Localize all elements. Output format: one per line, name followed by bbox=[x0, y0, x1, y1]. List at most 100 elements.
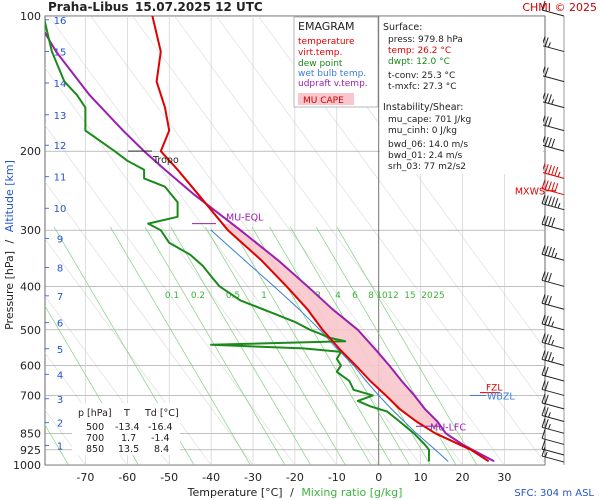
barb-feather bbox=[544, 37, 549, 47]
barb-half-feather bbox=[551, 339, 555, 346]
pressure-tick-label: 400 bbox=[20, 280, 41, 293]
table-header-t: T bbox=[123, 408, 130, 419]
table-row-850-td: 8.4 bbox=[154, 444, 169, 455]
series-point bbox=[277, 259, 279, 261]
dry-adiabat-line bbox=[45, 295, 170, 465]
barb-feather bbox=[544, 215, 549, 226]
mixing-ratio-line bbox=[110, 226, 251, 465]
barb-feather bbox=[547, 196, 552, 206]
pressure-tick-label: 500 bbox=[20, 324, 41, 337]
series-point bbox=[168, 130, 170, 132]
barb-feather bbox=[541, 350, 546, 360]
barb-feather bbox=[544, 195, 549, 205]
y-axis-title: Pressure [hPa] / Altitude [km] bbox=[3, 160, 16, 330]
xlabel-temperature: Temperature [°C] bbox=[187, 486, 283, 499]
series-point bbox=[294, 321, 296, 323]
mu-eql-label: MU-EQL bbox=[226, 213, 264, 224]
barb-feather bbox=[544, 381, 549, 391]
series-point bbox=[344, 340, 346, 342]
barb-feather bbox=[541, 418, 546, 428]
mixing-ratio-label: 6 bbox=[352, 291, 358, 301]
barb-feather bbox=[551, 247, 556, 258]
legend-box: EMAGRAM temperature virt.temp. dew point… bbox=[293, 16, 379, 108]
mixing-ratio-line bbox=[230, 226, 372, 465]
series-point bbox=[202, 265, 204, 267]
altitude-tick-label: 16 bbox=[54, 16, 67, 27]
wind-barb bbox=[541, 194, 565, 211]
barb-feather bbox=[547, 137, 552, 148]
barb-half-feather bbox=[551, 99, 555, 105]
barb-feather bbox=[547, 181, 552, 191]
barb-half-feather bbox=[544, 451, 548, 458]
series-point bbox=[143, 169, 145, 171]
pressure-tick-label: 925 bbox=[20, 444, 41, 457]
barb-feather bbox=[544, 315, 549, 325]
series-point bbox=[260, 259, 262, 261]
series-point bbox=[388, 364, 390, 366]
table-row-700-t: 1.7 bbox=[121, 433, 136, 444]
wind-barb bbox=[541, 333, 565, 349]
barb-half-feather bbox=[557, 202, 561, 209]
wind-barb bbox=[541, 439, 565, 456]
wind-barbs bbox=[541, 0, 565, 465]
altitude-tick-label: 11 bbox=[54, 173, 67, 184]
wind-barb bbox=[541, 136, 565, 152]
series-point bbox=[309, 329, 311, 331]
barb-feather bbox=[541, 333, 546, 343]
series-point bbox=[352, 364, 355, 366]
series-point bbox=[285, 285, 288, 287]
series-point bbox=[298, 308, 300, 310]
wind-barb bbox=[541, 215, 565, 231]
info-panel: Surface: press: 979.8 hPa temp: 26.2 °C … bbox=[380, 17, 543, 174]
series-point bbox=[424, 443, 426, 446]
mixing-ratio-label: 8 bbox=[368, 291, 374, 301]
temperature-tick-label: -70 bbox=[76, 471, 94, 484]
ylabel-sep: / bbox=[3, 239, 16, 243]
series-point bbox=[227, 229, 229, 231]
series-point bbox=[355, 364, 357, 366]
barb-half-feather bbox=[547, 412, 551, 418]
pressure-tick-label: 850 bbox=[20, 427, 41, 440]
barb-feather bbox=[544, 394, 549, 404]
wbzl-label: WBZL bbox=[487, 391, 515, 402]
mu-lfc-label: MU-LFC bbox=[430, 422, 466, 433]
series-point bbox=[51, 50, 53, 53]
barb-feather bbox=[547, 316, 552, 326]
dry-adiabat-line bbox=[45, 124, 296, 465]
series-point bbox=[273, 285, 275, 287]
info-mucinh: mu_cinh: 0 J/kg bbox=[388, 126, 457, 136]
series-point bbox=[436, 420, 438, 423]
altitude-tick-label: 5 bbox=[57, 345, 63, 356]
series-point bbox=[352, 389, 355, 391]
series-point bbox=[470, 449, 472, 451]
altitude-tick-label: 7 bbox=[57, 292, 63, 303]
mixing-ratio-line bbox=[205, 226, 346, 465]
series-point bbox=[210, 344, 212, 346]
series-point bbox=[369, 405, 371, 407]
altitude-tick-label: 4 bbox=[57, 370, 63, 381]
barb-feather bbox=[544, 351, 549, 361]
series-point bbox=[273, 312, 275, 315]
wind-barb bbox=[541, 429, 565, 445]
barb-feather bbox=[541, 393, 546, 404]
barb-feather bbox=[547, 272, 552, 283]
series-point bbox=[151, 16, 154, 17]
table-row-500-t: -13.4 bbox=[115, 422, 140, 433]
pressure-tick-label: 1000 bbox=[13, 459, 41, 472]
series-point bbox=[401, 380, 403, 382]
altitude-tick-label: 14 bbox=[54, 79, 67, 90]
legend-mucape-label: MU CAPE bbox=[303, 96, 344, 106]
altitude-tick-label: 8 bbox=[57, 263, 63, 274]
series-point bbox=[239, 299, 242, 302]
series-point bbox=[84, 107, 86, 109]
barb-feather bbox=[541, 314, 546, 324]
series-point bbox=[428, 460, 430, 462]
series-point bbox=[176, 201, 179, 203]
wind-barb bbox=[541, 314, 565, 331]
dry-adiabat-line bbox=[0, 16, 2, 465]
legend-title: EMAGRAM bbox=[298, 20, 355, 33]
pressure-tick-label: 100 bbox=[20, 10, 41, 23]
altitude-tick-label: 15 bbox=[54, 48, 67, 59]
series-point bbox=[357, 329, 359, 331]
station-title: Praha-Libus bbox=[48, 0, 128, 14]
